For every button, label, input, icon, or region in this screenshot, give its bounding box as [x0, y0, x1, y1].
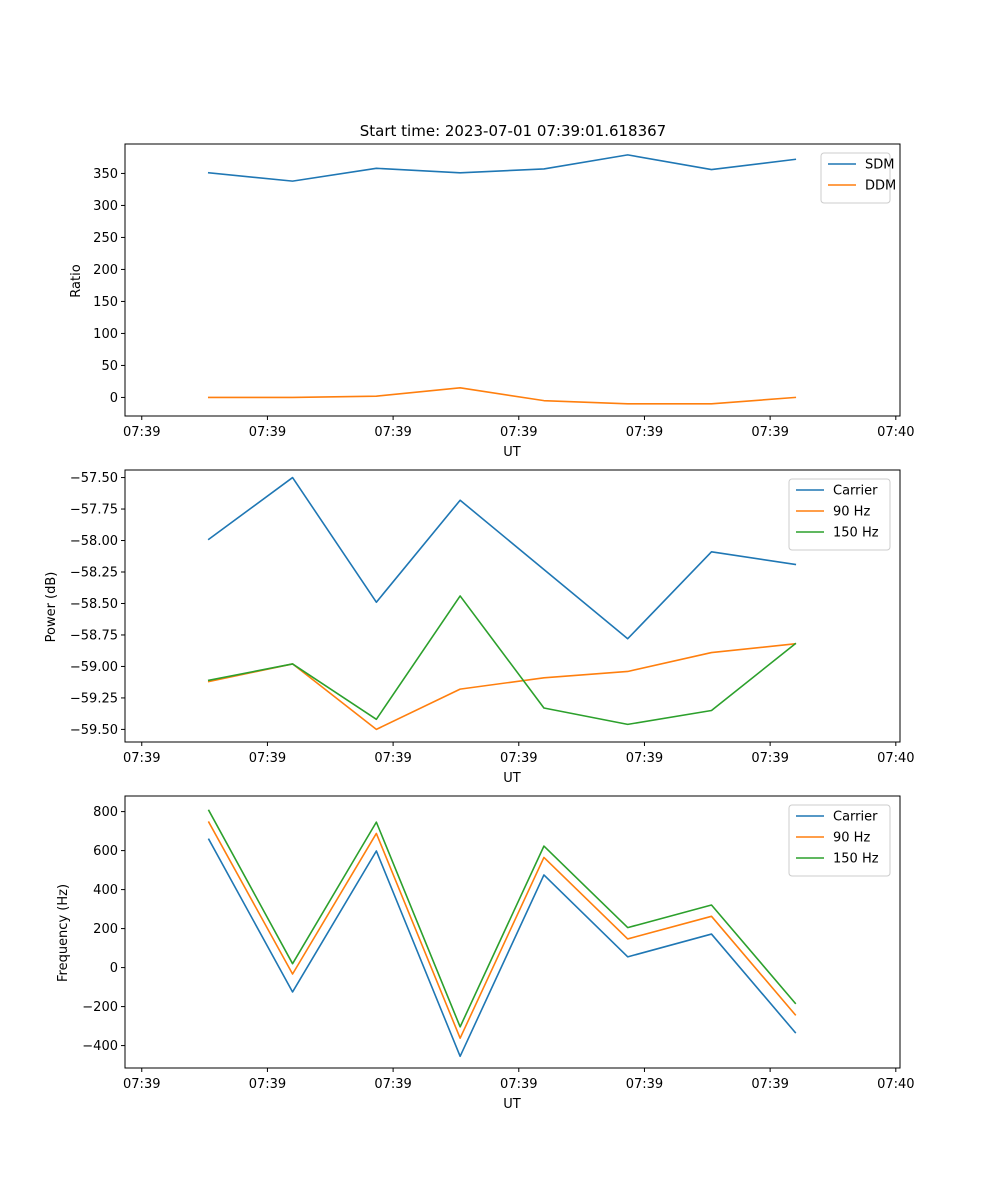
ratio-legend-label-sdm: SDM: [865, 158, 894, 173]
ratio-y-tick-label: 100: [93, 327, 118, 342]
frequency-series-90-hz: [207, 821, 797, 1039]
power-legend-label-carrier: Carrier: [833, 484, 878, 499]
frequency-x-tick-label: 07:39: [626, 1077, 663, 1092]
frequency-legend-label-90-hz: 90 Hz: [833, 831, 870, 846]
power-series-150-hz: [207, 595, 797, 726]
ratio-x-tick-label: 07:39: [374, 425, 411, 440]
ratio-panel: Ratio UT 07:39 07:39 07:39 07:39 07:39 07:39 0…: [69, 143, 915, 460]
ratio-x-tick-label: 07:39: [123, 425, 160, 440]
ratio-x-label: UT: [503, 445, 521, 460]
frequency-x-label: UT: [503, 1097, 521, 1112]
frequency-panel: Frequency (Hz) UT 07:39 07:39 07:39 07:39 07…: [56, 795, 915, 1112]
frequency-y-tick-label: −400: [82, 1039, 118, 1054]
power-y-tick-label: −57.50: [70, 471, 118, 486]
power-y-tick-label: −59.00: [70, 660, 118, 675]
ratio-y-label: Ratio: [69, 264, 84, 297]
ratio-series-ddm: [207, 387, 797, 405]
ratio-x-tick-label: 07:39: [249, 425, 286, 440]
figure-title: Start time: 2023-07-01 07:39:01.618367: [360, 122, 666, 140]
frequency-y-label: Frequency (Hz): [56, 884, 71, 982]
frequency-y-tick-label: 200: [93, 922, 118, 937]
power-series-carrier: [207, 476, 797, 640]
frequency-x-tick-label: 07:39: [500, 1077, 537, 1092]
power-legend-label-90-hz: 90 Hz: [833, 505, 870, 520]
ratio-series-sdm: [207, 154, 797, 182]
frequency-x-tick-label: 07:39: [123, 1077, 160, 1092]
frequency-legend: Carrier 90 Hz 150 Hz: [788, 804, 891, 877]
power-x-tick-label: 07:39: [626, 751, 663, 766]
ratio-axes-frame: [124, 143, 901, 417]
ratio-y-tick-label: 200: [93, 263, 118, 278]
ratio-legend-label-ddm: DDM: [865, 179, 896, 194]
frequency-legend-label-150-hz: 150 Hz: [833, 852, 879, 867]
power-x-tick-label: 07:39: [500, 751, 537, 766]
frequency-y-tick-label: 400: [93, 883, 118, 898]
power-y-label: Power (dB): [44, 572, 59, 643]
power-axes-frame: [124, 469, 901, 743]
power-y-tick-label: −59.50: [70, 723, 118, 738]
ratio-y-tick-label: 250: [93, 231, 118, 246]
frequency-y-tick-label: 600: [93, 844, 118, 859]
frequency-y-tick-label: −200: [82, 1000, 118, 1015]
ratio-y-tick-label: 0: [110, 391, 118, 406]
ratio-legend: SDM DDM: [820, 152, 896, 204]
power-legend-label-150-hz: 150 Hz: [833, 526, 879, 541]
power-panel: Power (dB) UT 07:39 07:39 07:39 07:39 07:39 0…: [44, 469, 915, 786]
frequency-x-tick-label: 07:40: [877, 1077, 914, 1092]
power-y-tick-label: −58.00: [70, 534, 118, 549]
power-x-tick-label: 07:39: [249, 751, 286, 766]
power-x-tick-label: 07:39: [751, 751, 788, 766]
power-x-label: UT: [503, 771, 521, 786]
ratio-x-tick-label: 07:40: [877, 425, 914, 440]
frequency-axes-frame: [124, 795, 901, 1069]
ratio-y-tick-label: 300: [93, 199, 118, 214]
frequency-series-150-hz: [207, 809, 797, 1028]
frequency-y-tick-label: 800: [93, 805, 118, 820]
ratio-x-tick-label: 07:39: [500, 425, 537, 440]
ratio-legend-box: [820, 152, 891, 204]
frequency-y-tick-label: 0: [110, 961, 118, 976]
frequency-legend-label-carrier: Carrier: [833, 810, 878, 825]
power-y-tick-label: −59.25: [70, 691, 118, 706]
frequency-x-tick-label: 07:39: [249, 1077, 286, 1092]
ratio-x-tick-label: 07:39: [626, 425, 663, 440]
frequency-x-tick-label: 07:39: [374, 1077, 411, 1092]
power-x-tick-label: 07:39: [123, 751, 160, 766]
ratio-y-tick-label: 350: [93, 167, 118, 182]
ratio-y-tick-label: 150: [93, 295, 118, 310]
power-y-tick-label: −58.75: [70, 628, 118, 643]
power-y-tick-label: −57.75: [70, 503, 118, 518]
power-x-tick-label: 07:39: [374, 751, 411, 766]
power-y-tick-label: −58.50: [70, 597, 118, 612]
ratio-y-tick-label: 50: [101, 359, 118, 374]
power-y-tick-label: −58.25: [70, 566, 118, 581]
frequency-series-carrier: [207, 838, 797, 1058]
power-series-90-hz: [207, 642, 797, 731]
frequency-x-tick-label: 07:39: [751, 1077, 788, 1092]
ratio-x-tick-label: 07:39: [751, 425, 788, 440]
power-legend: Carrier 90 Hz 150 Hz: [788, 478, 891, 551]
power-x-tick-label: 07:40: [877, 751, 914, 766]
